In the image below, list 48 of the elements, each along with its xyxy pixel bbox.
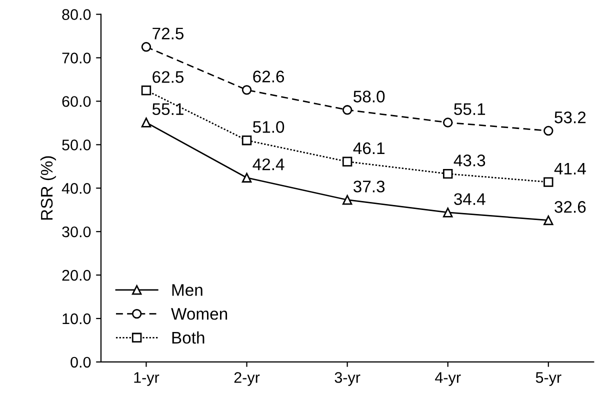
x-tick-label: 2-yr [234, 372, 260, 386]
point [141, 42, 152, 52]
x-tick-label: 5-yr [536, 372, 562, 386]
x-tick-label: 1-yr [134, 372, 160, 386]
point [342, 105, 352, 115]
point [544, 126, 554, 136]
point [442, 168, 453, 179]
y-tick-label: 10.0 [62, 313, 91, 324]
point [141, 118, 152, 128]
data-label: 62.5 [152, 71, 184, 83]
point [342, 156, 352, 166]
data-label: 53.2 [554, 112, 586, 124]
y-tick-label: 50.0 [62, 140, 91, 150]
y-tick-label: 70.0 [62, 52, 91, 64]
point [442, 208, 453, 218]
point [442, 118, 453, 128]
data-label: 46.1 [353, 142, 384, 154]
data-label: 34.4 [454, 193, 486, 206]
x-tick-label: 4-yr [435, 372, 461, 386]
point [242, 135, 252, 146]
y-tick-label: 60.0 [62, 96, 91, 107]
data-label: 43.3 [454, 154, 486, 166]
point [544, 177, 554, 187]
data-label: 41.4 [554, 162, 586, 174]
y-tick-label: 0.0 [70, 356, 91, 368]
data-label: 37.3 [354, 180, 385, 192]
y-tick-label: 80.0 [62, 9, 91, 20]
point [242, 172, 252, 183]
data-label: 58.0 [354, 90, 385, 102]
point [342, 195, 352, 205]
data-label: 72.5 [152, 28, 184, 40]
data-label: 55.1 [454, 103, 486, 116]
y-tick-label: 30.0 [62, 226, 91, 238]
data-label: 51.0 [252, 121, 284, 133]
data-label: 42.4 [252, 158, 284, 170]
point [141, 86, 152, 96]
y-tick-label: 40.0 [62, 183, 91, 194]
data-label: 62.6 [253, 70, 284, 82]
point [544, 215, 554, 226]
legend-label: Both [172, 331, 204, 344]
point [242, 85, 252, 95]
data-label: 32.6 [554, 201, 586, 213]
y-tick-label: 20.0 [62, 270, 91, 281]
y-axis-title: RSR (%) [40, 156, 56, 220]
data-label: 55.1 [152, 103, 184, 116]
legend-label: Men [172, 284, 202, 296]
legend-label: Women [171, 308, 228, 320]
x-tick-label: 3-yr [334, 372, 360, 386]
